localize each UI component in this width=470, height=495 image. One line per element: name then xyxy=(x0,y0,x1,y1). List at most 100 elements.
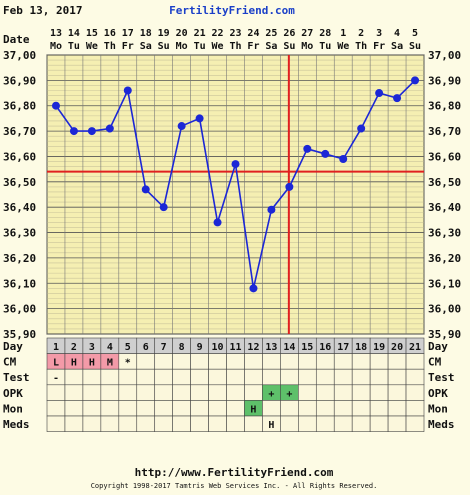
row-cell-cm xyxy=(315,353,335,370)
row-cell-mon xyxy=(333,400,353,417)
row-cell-test xyxy=(280,368,299,386)
row-cell-mon xyxy=(280,400,299,417)
y-tick-label-right: 36,40 xyxy=(428,201,461,214)
footer-copyright: Copyright 1998-2017 Tamtris Web Services… xyxy=(91,482,378,490)
date-row-label: Date xyxy=(3,33,30,46)
row-cell-test xyxy=(136,368,156,386)
row-cell-mon xyxy=(369,400,389,417)
cell-value-meds: H xyxy=(268,420,274,431)
cell-value-day: 19 xyxy=(373,342,385,353)
row-cell-meds xyxy=(226,415,245,432)
cell-value-cm: M xyxy=(107,358,113,369)
temperature-point xyxy=(303,144,312,153)
row-cell-test xyxy=(190,368,209,386)
row-cell-test xyxy=(262,368,281,386)
row-cell-mon xyxy=(351,400,371,417)
row-cell-cm xyxy=(351,353,371,370)
row-cell-mon xyxy=(262,400,281,417)
y-tick-label-right: 36,80 xyxy=(428,100,461,113)
date-label: 13 xyxy=(50,28,62,39)
temperature-point xyxy=(51,101,60,110)
y-tick-label-right: 36,20 xyxy=(428,252,461,265)
date-label: 19 xyxy=(158,28,170,39)
y-tick-label-left: 36,10 xyxy=(3,277,36,290)
row-cell-test xyxy=(405,368,425,386)
date-label: 3 xyxy=(376,28,382,39)
row-cell-cm xyxy=(405,353,425,370)
date-label: 21 xyxy=(194,28,206,39)
weekday-label: Tu xyxy=(68,41,80,52)
row-cell-meds xyxy=(298,415,317,432)
date-label: 4 xyxy=(394,28,400,39)
row-cell-mon xyxy=(190,400,209,417)
row-cell-meds xyxy=(405,415,425,432)
temperature-point xyxy=(87,127,96,136)
row-cell-mon xyxy=(315,400,335,417)
row-cell-opk xyxy=(244,384,263,401)
row-cell-opk xyxy=(405,384,425,401)
weekday-label: Th xyxy=(229,41,241,52)
row-cell-mon xyxy=(136,400,156,417)
row-cell-cm xyxy=(154,353,173,370)
temperature-point xyxy=(339,154,348,163)
temperature-point xyxy=(357,124,366,133)
row-cell-meds xyxy=(64,415,84,432)
cell-value-day: 18 xyxy=(355,342,367,353)
y-tick-label-right: 36,50 xyxy=(428,176,461,189)
row-cell-meds xyxy=(208,415,227,432)
cell-value-day: 10 xyxy=(212,342,224,353)
weekday-label: Mo xyxy=(301,41,313,52)
row-label-opk: OPK xyxy=(3,387,23,400)
cell-value-day: 16 xyxy=(319,342,331,353)
cell-value-opk: + xyxy=(268,389,274,400)
row-cell-test xyxy=(226,368,245,386)
date-label: 24 xyxy=(247,28,259,39)
cell-value-opk: + xyxy=(286,389,292,400)
cell-value-day: 17 xyxy=(337,342,349,353)
row-cell-meds xyxy=(387,415,407,432)
weekday-label: Fr xyxy=(373,41,385,52)
y-tick-label-left: 36,90 xyxy=(3,74,36,87)
row-cell-test xyxy=(64,368,84,386)
weekday-label: Th xyxy=(355,41,367,52)
cell-value-mon: H xyxy=(250,404,256,415)
row-cell-cm xyxy=(136,353,156,370)
weekday-label: Sa xyxy=(140,41,152,52)
row-cell-cm xyxy=(280,353,299,370)
y-tick-label-left: 36,80 xyxy=(3,100,36,113)
row-label-right-meds: Meds xyxy=(428,418,455,431)
row-cell-meds xyxy=(82,415,102,432)
temperature-point xyxy=(321,149,330,158)
row-cell-meds xyxy=(244,415,263,432)
cell-value-day: 7 xyxy=(161,342,167,353)
row-cell-test xyxy=(100,368,120,386)
cell-value-cm: H xyxy=(89,358,95,369)
row-cell-mon xyxy=(298,400,317,417)
cell-value-test: - xyxy=(53,373,59,384)
row-cell-test xyxy=(369,368,389,386)
cell-value-day: 14 xyxy=(283,342,295,353)
temperature-point xyxy=(123,86,132,95)
footer-url[interactable]: http://www.FertilityFriend.com xyxy=(135,466,334,479)
row-cell-mon xyxy=(154,400,173,417)
row-cell-cm xyxy=(172,353,191,370)
row-cell-meds xyxy=(154,415,173,432)
row-label-test: Test xyxy=(3,371,30,384)
weekday-label: Su xyxy=(283,41,295,52)
temperature-point xyxy=(267,205,276,214)
brand-name: FertilityFriend.com xyxy=(169,4,295,17)
row-cell-opk xyxy=(172,384,191,401)
cell-value-day: 21 xyxy=(409,342,421,353)
y-tick-label-left: 37,00 xyxy=(3,49,36,62)
row-cell-opk xyxy=(369,384,389,401)
row-cell-test xyxy=(154,368,173,386)
y-tick-label-left: 36,20 xyxy=(3,252,36,265)
row-cell-test xyxy=(172,368,191,386)
row-cell-cm xyxy=(369,353,389,370)
y-tick-label-right: 37,00 xyxy=(428,49,461,62)
row-cell-opk xyxy=(208,384,227,401)
date-label: 18 xyxy=(140,28,152,39)
chart-grid xyxy=(46,54,425,335)
row-label-mon: Mon xyxy=(3,402,23,415)
